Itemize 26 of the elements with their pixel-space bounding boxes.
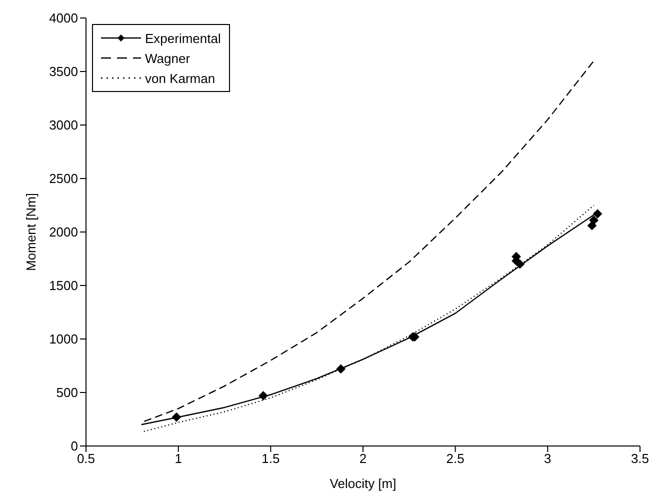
point [172, 412, 181, 422]
point [593, 209, 602, 218]
legend-label: Wagner [145, 50, 190, 66]
y-tick-label: 2000 [49, 224, 78, 240]
y-tick-label: 500 [56, 385, 78, 400]
y-tick-label: 0 [70, 438, 78, 454]
y-tick-label: 3000 [49, 118, 78, 133]
y-axis-title: Moment [Nm] [24, 192, 39, 272]
y-tick-label: 2500 [49, 171, 78, 186]
x-tick-label: 1.5 [262, 451, 280, 466]
y-tick-label: 1000 [49, 332, 78, 347]
legend-label: Experimental [145, 30, 221, 46]
point [589, 216, 598, 225]
point [258, 391, 268, 400]
y-tick-label: 1500 [49, 278, 78, 294]
point [336, 364, 346, 374]
x-tick-label: 0.5 [76, 451, 96, 466]
x-tick-label: 1 [174, 451, 182, 466]
y-tick-label: 3500 [49, 64, 78, 80]
legend-label: von Karman [145, 70, 216, 86]
x-tick-label: 2.5 [446, 451, 464, 466]
x-tick-label: 3 [544, 451, 552, 466]
y-tick-label: 4000 [49, 10, 78, 26]
x-tick-label: 2 [359, 451, 367, 466]
x-axis-title: Velocity [m] [330, 476, 396, 491]
x-tick-label: 3.5 [630, 451, 650, 466]
